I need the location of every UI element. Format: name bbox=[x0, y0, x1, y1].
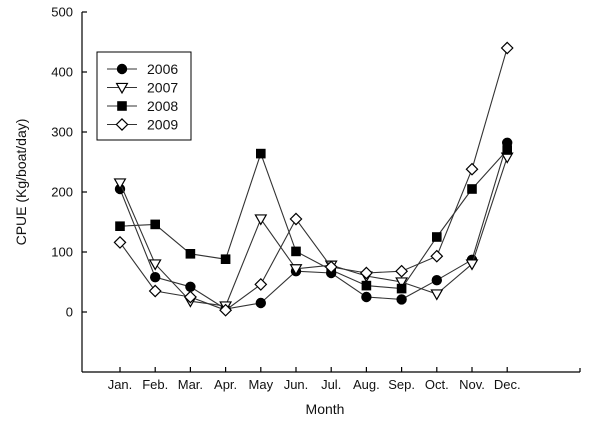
x-axis-title: Month bbox=[306, 401, 345, 417]
legend-box bbox=[96, 51, 192, 141]
x-ticks: Jan. Feb. Mar. Apr. May Jun. Jul. Aug. Sep. Oct. N… bbox=[108, 367, 521, 392]
series-2009 bbox=[113, 41, 514, 317]
data-point-2007 bbox=[395, 277, 409, 289]
series-2006 bbox=[114, 137, 513, 315]
data-point-2009 bbox=[289, 212, 303, 226]
data-point-2009 bbox=[254, 277, 268, 291]
series-line-2007 bbox=[119, 157, 508, 307]
data-point-2006 bbox=[149, 272, 161, 283]
data-point-2008 bbox=[432, 232, 442, 242]
data-point-2008 bbox=[115, 221, 125, 231]
x-tick-label: Apr. bbox=[214, 377, 237, 392]
legend-marker-2008 bbox=[117, 101, 127, 111]
x-tick-label: Mar. bbox=[178, 377, 203, 392]
series-2007 bbox=[113, 152, 514, 313]
series-line-2009 bbox=[119, 47, 508, 311]
data-point-2007 bbox=[148, 259, 162, 271]
y-ticks: 0 100 200 300 400 500 bbox=[51, 5, 87, 320]
x-tick-label: Aug. bbox=[353, 377, 380, 392]
data-point-2008 bbox=[185, 249, 196, 259]
x-tick-label: Jul. bbox=[321, 377, 341, 392]
x-tick-label: Jun. bbox=[284, 377, 309, 392]
data-point-2007 bbox=[289, 264, 303, 276]
x-tick-label: Nov. bbox=[459, 377, 485, 392]
data-point-2006 bbox=[361, 291, 372, 303]
data-point-2009 bbox=[500, 41, 514, 55]
x-tick-label: Oct. bbox=[425, 377, 449, 392]
legend-label-2006: 2006 bbox=[147, 61, 178, 77]
y-tick-label: 200 bbox=[51, 185, 73, 200]
x-tick-label: Dec. bbox=[494, 377, 521, 392]
x-tick-label: Feb. bbox=[142, 377, 168, 392]
data-point-2009 bbox=[395, 264, 409, 278]
data-point-2008 bbox=[150, 219, 160, 230]
x-tick-label: Sep. bbox=[388, 377, 415, 392]
data-point-2006 bbox=[185, 281, 196, 292]
legend-label-2008: 2008 bbox=[147, 98, 178, 114]
data-point-2009 bbox=[219, 303, 233, 317]
data-point-2008 bbox=[220, 254, 231, 264]
y-axis-title: CPUE (Kg/boat/day) bbox=[13, 119, 29, 246]
data-point-2009 bbox=[148, 284, 162, 298]
legend-label-2007: 2007 bbox=[147, 80, 178, 96]
data-point-2008 bbox=[256, 148, 266, 159]
data-point-2009 bbox=[359, 266, 373, 280]
data-point-2008 bbox=[502, 145, 512, 155]
y-tick-label: 100 bbox=[51, 245, 73, 260]
legend-marker-2007 bbox=[115, 82, 129, 95]
data-point-2006 bbox=[255, 297, 266, 309]
series-layer bbox=[113, 41, 514, 317]
data-point-2009 bbox=[430, 249, 444, 263]
data-point-2008 bbox=[361, 280, 372, 291]
y-tick-label: 400 bbox=[51, 65, 73, 80]
x-tick-label: May bbox=[249, 377, 274, 392]
y-tick-label: 0 bbox=[66, 305, 73, 320]
data-point-2008 bbox=[467, 184, 477, 194]
data-point-2006 bbox=[396, 294, 407, 305]
data-point-2006 bbox=[431, 275, 442, 286]
series-line-2006 bbox=[119, 142, 508, 310]
legend-marker-2006 bbox=[116, 63, 128, 75]
x-tick-label: Jan. bbox=[108, 377, 133, 392]
legend: 2006 2007 2008 2009 bbox=[96, 51, 192, 141]
data-point-2009 bbox=[465, 162, 479, 176]
series-line-2008 bbox=[119, 149, 508, 290]
y-tick-label: 500 bbox=[51, 5, 73, 20]
data-point-2008 bbox=[291, 246, 301, 257]
y-tick-label: 300 bbox=[51, 125, 73, 140]
legend-label-2009: 2009 bbox=[147, 117, 178, 133]
data-point-2007 bbox=[254, 214, 268, 226]
legend-marker-2009 bbox=[115, 118, 129, 131]
data-point-2007 bbox=[430, 289, 444, 301]
data-point-2009 bbox=[113, 235, 127, 249]
data-point-2007 bbox=[113, 178, 127, 190]
data-point-2009 bbox=[324, 260, 338, 274]
data-point-2007 bbox=[465, 259, 479, 271]
data-point-2009 bbox=[183, 290, 197, 304]
data-point-2008 bbox=[396, 283, 407, 294]
